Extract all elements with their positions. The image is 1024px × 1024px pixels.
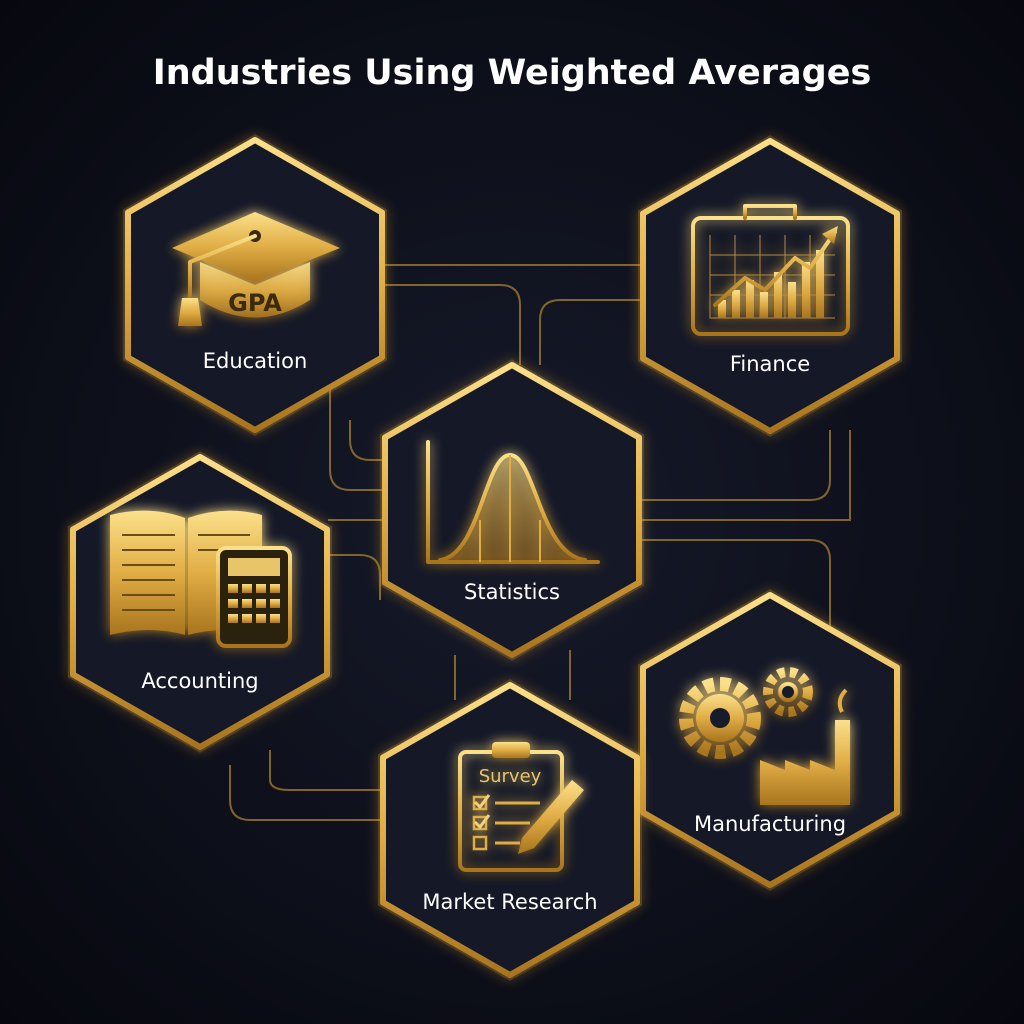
node-label: Manufacturing [694,812,846,836]
node-label: Statistics [464,580,560,604]
accounting-icon [110,510,292,648]
icon-text: GPA [228,289,282,317]
hexagon [640,592,900,888]
finance-icon [691,204,850,336]
node-label: Accounting [141,669,258,693]
node-label: Market Research [422,890,597,914]
title: Industries Using Weighted Averages [153,53,872,93]
icon-text: Survey [479,766,542,787]
manufacturing-icon [679,667,850,805]
education-icon: GPA [172,212,340,326]
market-research-icon: Survey [458,742,584,872]
connections [229,264,851,821]
hexagon [380,682,640,978]
statistics-icon [426,440,600,564]
node-label: Finance [730,352,810,376]
node-label: Education [203,349,308,373]
